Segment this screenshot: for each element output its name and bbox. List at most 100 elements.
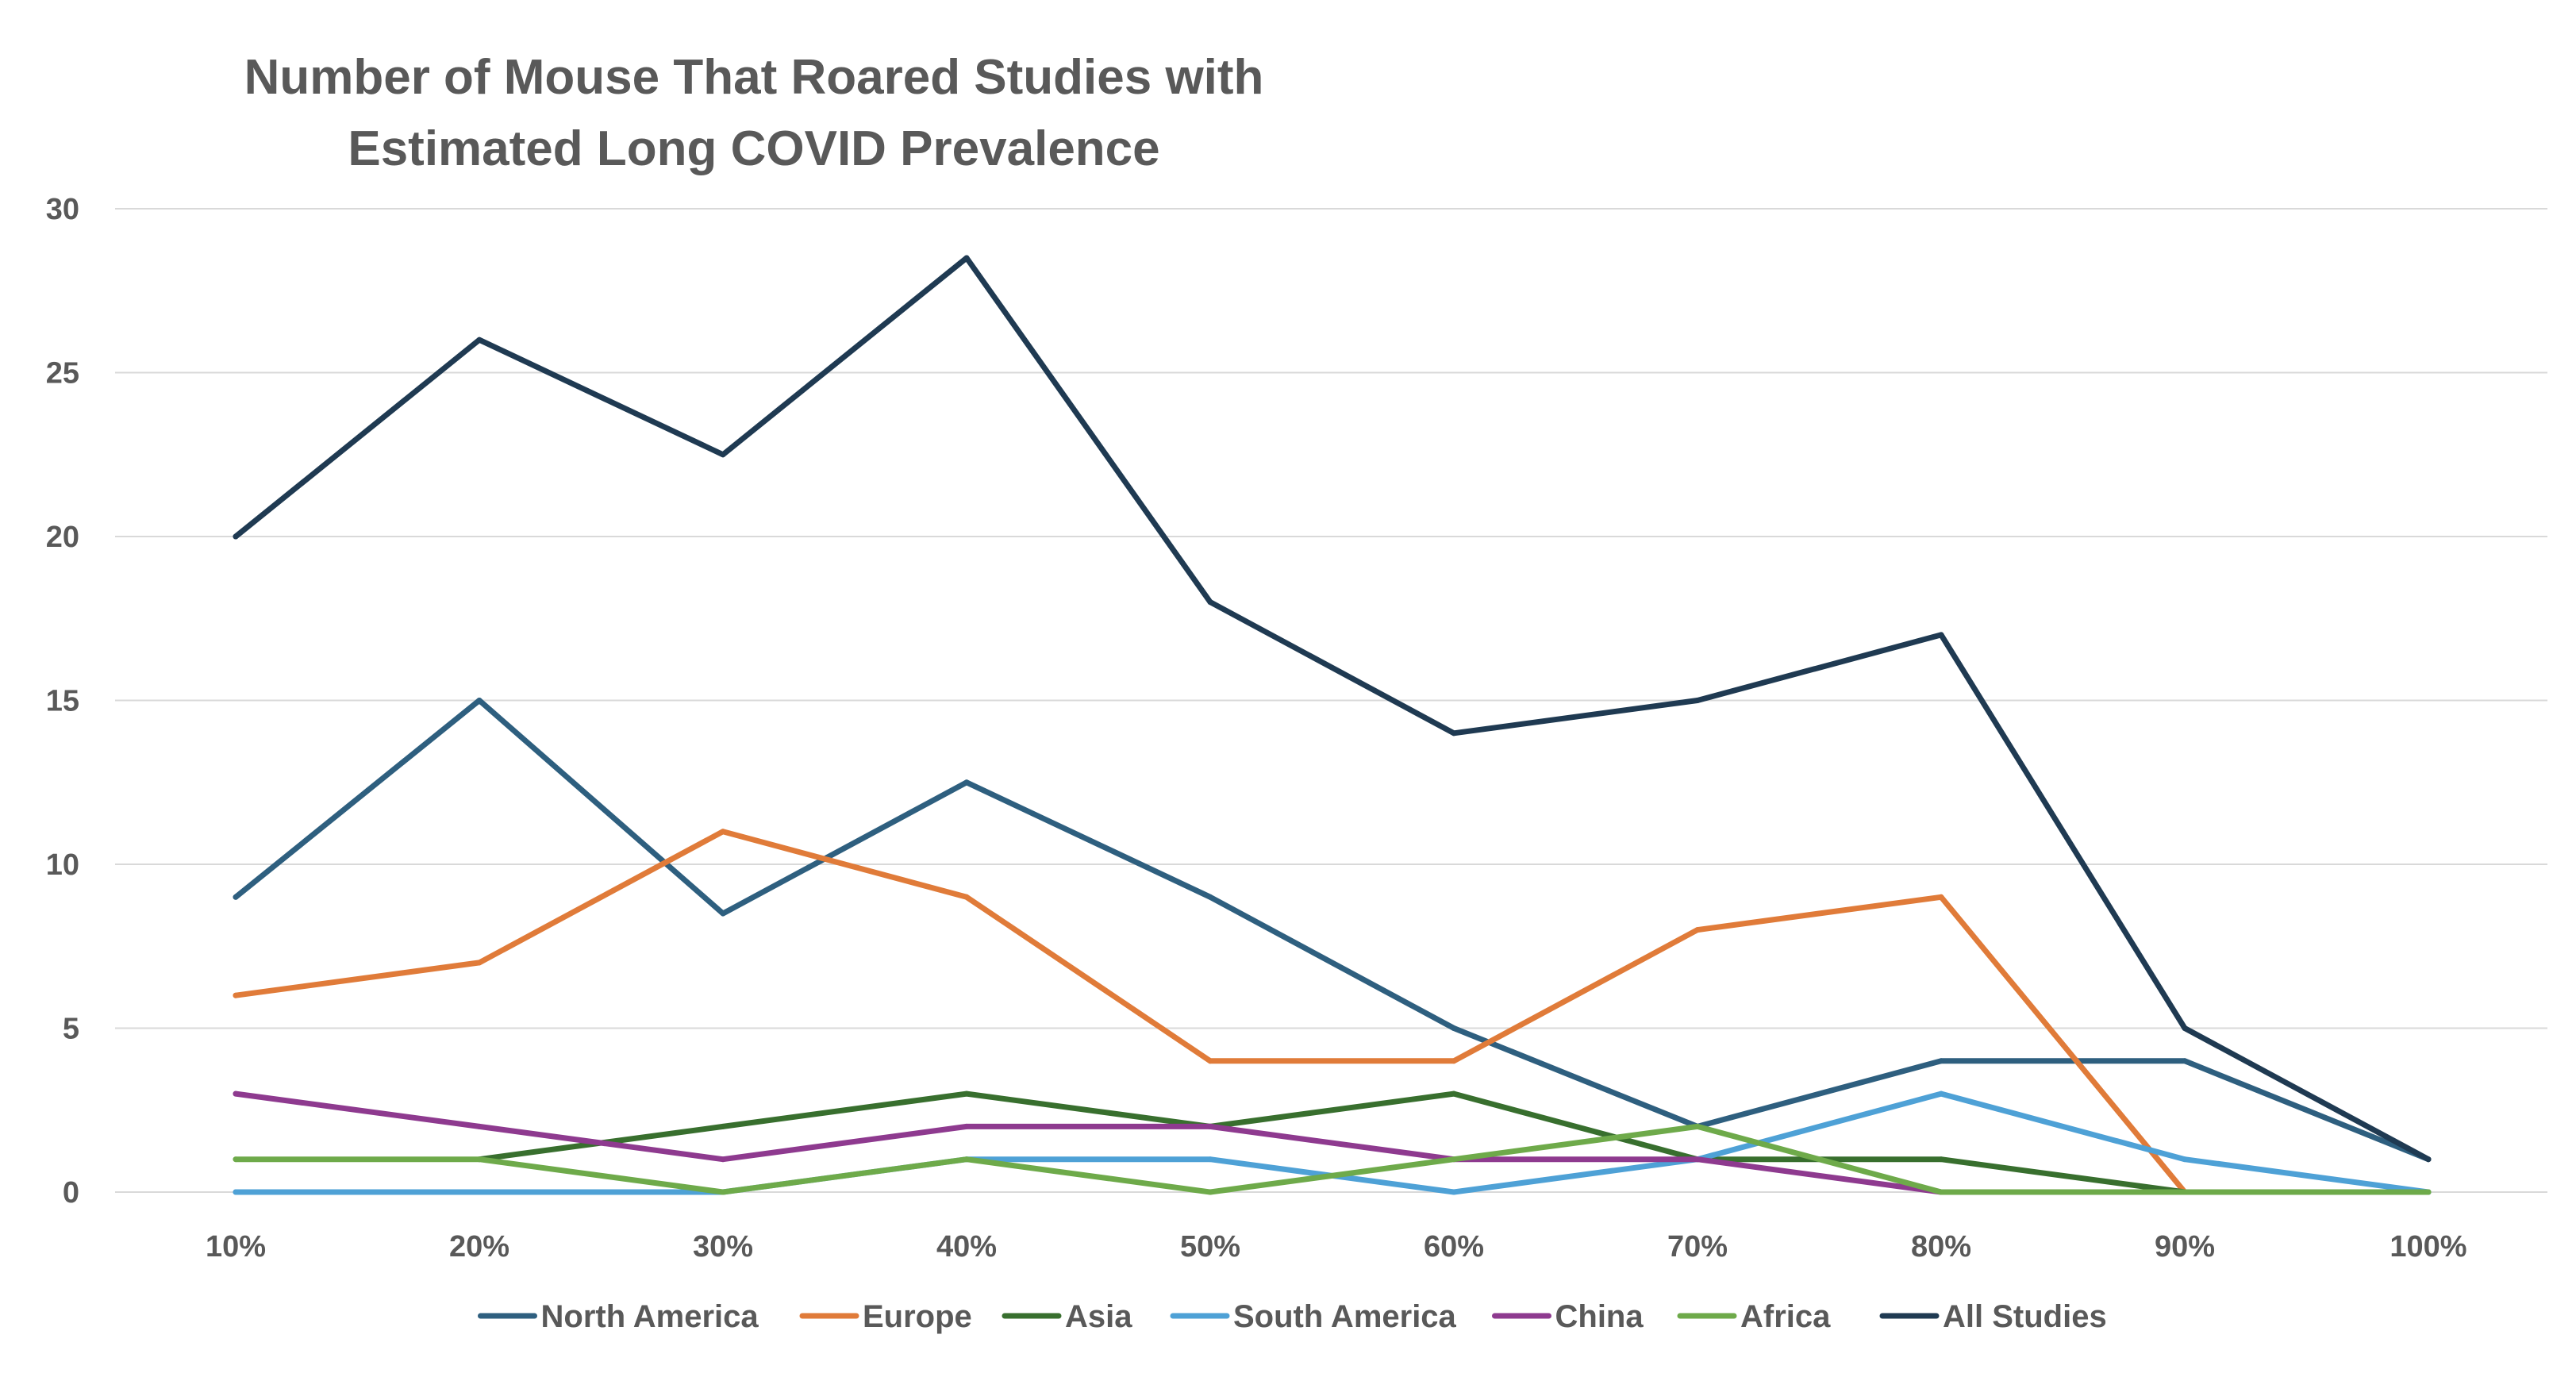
legend-label-north-america: North America — [541, 1299, 759, 1334]
y-tick-label-25: 25 — [46, 357, 79, 390]
legend-label-south-america: South America — [1233, 1299, 1457, 1334]
x-tick-label-70pct: 70% — [1667, 1230, 1728, 1264]
data-point-all-studies-10pct — [233, 533, 239, 540]
data-point-south-america-20pct — [476, 1189, 483, 1195]
data-point-africa-10pct — [233, 1156, 239, 1163]
series-line-europe — [233, 829, 2188, 1195]
legend: North America Europe Asia South America Chin… — [478, 1299, 2107, 1334]
data-point-all-studies-80pct — [1938, 632, 1944, 638]
series-china — [233, 1090, 1944, 1195]
data-point-north-america-40pct — [963, 779, 970, 786]
x-tick-label-30pct: 30% — [693, 1230, 753, 1264]
data-point-all-studies-40pct — [963, 255, 970, 261]
data-point-china-30pct — [720, 1156, 726, 1163]
data-point-asia-40pct — [963, 1090, 970, 1097]
data-point-africa-20pct — [476, 1156, 483, 1163]
data-point-all-studies-100pct — [2425, 1156, 2432, 1163]
data-series — [233, 255, 2432, 1195]
legend-label-africa: Africa — [1740, 1299, 1831, 1334]
data-point-all-studies-90pct — [2182, 1025, 2188, 1031]
legend-item-africa: Africa — [1677, 1299, 1831, 1334]
gridlines — [115, 208, 2547, 1193]
y-axis-ticks: 0 5 10 15 20 25 30 — [46, 193, 79, 1210]
data-point-asia-80pct — [1938, 1156, 1944, 1163]
data-point-africa-60pct — [1451, 1156, 1457, 1163]
data-point-north-america-90pct — [2182, 1058, 2188, 1064]
y-tick-label-20: 20 — [46, 521, 79, 554]
data-point-north-america-80pct — [1938, 1058, 1944, 1064]
legend-item-all-studies: All Studies — [1879, 1299, 2107, 1334]
data-point-china-70pct — [1694, 1156, 1701, 1163]
x-tick-label-90pct: 90% — [2155, 1230, 2215, 1264]
chart-title: Number of Mouse That Roared Studies with… — [244, 50, 1264, 176]
series-line-all-studies — [233, 255, 2432, 1163]
data-point-south-america-50pct — [1207, 1156, 1213, 1163]
y-tick-label-15: 15 — [46, 685, 79, 718]
x-tick-label-80pct: 80% — [1911, 1230, 1971, 1264]
legend-label-all-studies: All Studies — [1943, 1299, 2107, 1334]
series-line-asia — [476, 1090, 2188, 1195]
data-point-china-20pct — [476, 1123, 483, 1129]
data-point-europe-80pct — [1938, 894, 1944, 900]
chart-title-line-1: Number of Mouse That Roared Studies with — [244, 50, 1264, 105]
data-point-asia-30pct — [720, 1123, 726, 1129]
legend-item-asia: Asia — [1002, 1299, 1132, 1334]
series-europe — [233, 829, 2188, 1195]
data-point-south-america-10pct — [233, 1189, 239, 1195]
chart-title-line-2: Estimated Long COVID Prevalence — [348, 121, 1159, 176]
data-point-europe-10pct — [233, 992, 239, 998]
data-point-africa-40pct — [963, 1156, 970, 1163]
data-point-africa-100pct — [2425, 1189, 2432, 1195]
data-point-china-40pct — [963, 1123, 970, 1129]
legend-item-north-america: North America — [478, 1299, 759, 1334]
data-point-europe-30pct — [720, 829, 726, 835]
legend-item-china: China — [1492, 1299, 1644, 1334]
data-point-africa-30pct — [720, 1189, 726, 1195]
data-point-all-studies-60pct — [1451, 730, 1457, 737]
legend-label-china: China — [1555, 1299, 1644, 1334]
data-point-europe-20pct — [476, 960, 483, 966]
legend-label-europe: Europe — [863, 1299, 972, 1334]
x-tick-label-20pct: 20% — [449, 1230, 509, 1264]
series-line-north-america — [233, 698, 2432, 1163]
x-axis-ticks: 10% 20% 30% 40% 50% 60% 70% 80% 90% 100% — [206, 1230, 2467, 1264]
x-tick-label-50pct: 50% — [1180, 1230, 1240, 1264]
data-point-china-10pct — [233, 1090, 239, 1097]
data-point-europe-70pct — [1694, 927, 1701, 933]
data-point-all-studies-70pct — [1694, 698, 1701, 703]
series-africa — [233, 1123, 2432, 1195]
y-tick-label-5: 5 — [63, 1013, 79, 1046]
x-tick-label-60pct: 60% — [1424, 1230, 1484, 1264]
series-line-china — [233, 1090, 1944, 1195]
data-point-africa-80pct — [1938, 1189, 1944, 1195]
x-tick-label-100pct: 100% — [2390, 1230, 2466, 1264]
y-tick-label-0: 0 — [63, 1176, 79, 1210]
data-point-north-america-50pct — [1207, 894, 1213, 900]
data-point-north-america-20pct — [476, 698, 483, 703]
series-all-studies — [233, 255, 2432, 1163]
data-point-africa-90pct — [2182, 1189, 2188, 1195]
data-point-north-america-10pct — [233, 894, 239, 900]
x-tick-label-40pct: 40% — [936, 1230, 997, 1264]
data-point-all-studies-30pct — [720, 452, 726, 458]
data-point-europe-40pct — [963, 894, 970, 900]
data-point-asia-60pct — [1451, 1090, 1457, 1097]
series-line-africa — [233, 1123, 2432, 1195]
legend-item-south-america: South America — [1170, 1299, 1457, 1334]
data-point-china-50pct — [1207, 1123, 1213, 1129]
legend-item-europe: Europe — [799, 1299, 972, 1334]
data-point-north-america-60pct — [1451, 1025, 1457, 1031]
data-point-south-america-90pct — [2182, 1156, 2188, 1163]
data-point-all-studies-50pct — [1207, 599, 1213, 606]
data-point-all-studies-20pct — [476, 337, 483, 343]
data-point-europe-50pct — [1207, 1058, 1213, 1064]
data-point-europe-60pct — [1451, 1058, 1457, 1064]
data-point-south-america-60pct — [1451, 1189, 1457, 1195]
data-point-south-america-80pct — [1938, 1090, 1944, 1097]
data-point-north-america-30pct — [720, 910, 726, 917]
legend-label-asia: Asia — [1065, 1299, 1132, 1334]
y-tick-label-30: 30 — [46, 193, 79, 226]
x-tick-label-10pct: 10% — [206, 1230, 266, 1264]
